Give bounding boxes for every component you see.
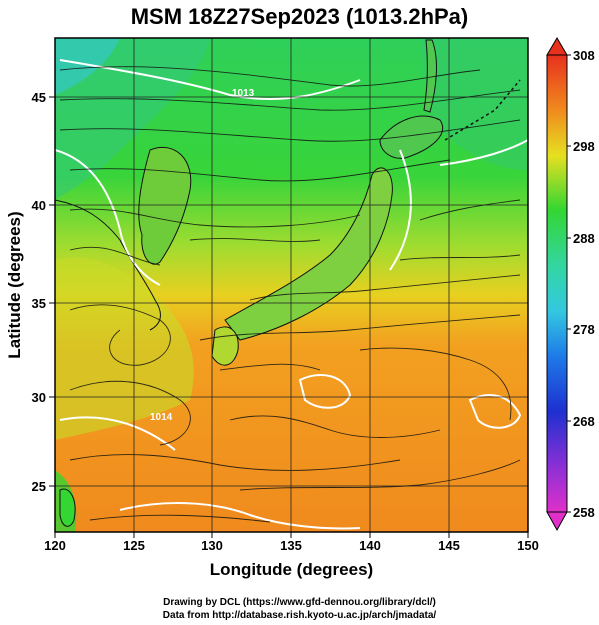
korea-landmass — [138, 146, 192, 265]
mainland-coast — [55, 199, 161, 331]
y-tick-label: 30 — [32, 390, 46, 405]
y-tick-label: 40 — [32, 198, 46, 213]
y-tick-label: 45 — [32, 90, 46, 105]
taiwan — [59, 488, 76, 527]
contour-label-a: 1013 — [232, 88, 255, 99]
graticule — [55, 38, 528, 532]
colorbar-label: 278 — [573, 322, 595, 337]
pressure-contours — [55, 59, 528, 530]
x-tick-label: 150 — [517, 538, 539, 553]
x-tick-label: 135 — [280, 538, 302, 553]
kuril-chain — [444, 79, 521, 141]
colorbar-label: 268 — [573, 414, 595, 429]
colorbar-label: 258 — [573, 505, 595, 520]
y-axis: 45 40 35 30 25 — [32, 90, 55, 494]
x-tick-label: 125 — [123, 538, 145, 553]
colorbar-label: 288 — [573, 231, 595, 246]
map-title: MSM 18Z27Sep2023 (1013.2hPa) — [130, 4, 469, 29]
x-tick-label: 120 — [44, 538, 66, 553]
colorbar-scale — [546, 54, 568, 513]
x-tick-label: 140 — [359, 538, 381, 553]
colorbar-top-arrow — [546, 37, 568, 56]
colorbar-bottom-arrow — [546, 511, 568, 532]
credit-data: Data from http://database.rish.kyoto-u.a… — [162, 610, 437, 621]
japan-kyushu — [211, 326, 239, 366]
colorbar: 308 298 288 278 268 258 — [546, 37, 595, 532]
contour-label-b: 1014 — [150, 412, 173, 423]
x-tick-label: 145 — [438, 538, 460, 553]
credit-drawing: Drawing by DCL (https://www.gfd-dennou.o… — [163, 597, 436, 608]
y-axis-label: Latitude (degrees) — [5, 211, 24, 359]
x-axis: 120 125 130 135 140 145 150 — [44, 532, 539, 553]
cool-region — [55, 38, 210, 200]
sakhalin — [423, 39, 437, 113]
japan-hokkaido — [379, 115, 443, 159]
x-tick-label: 130 — [201, 538, 223, 553]
y-tick-label: 35 — [32, 296, 46, 311]
colorbar-label: 298 — [573, 139, 595, 154]
colorbar-label: 308 — [573, 48, 595, 63]
x-axis-label: Longitude (degrees) — [209, 560, 374, 579]
y-tick-label: 25 — [32, 479, 46, 494]
